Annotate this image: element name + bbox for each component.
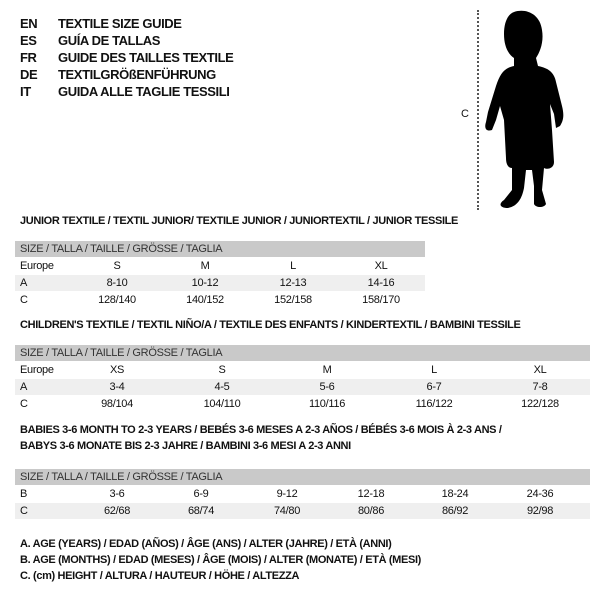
legend-line: C. (cm) HEIGHT / ALTURA / HAUTEUR / HÖHE…: [20, 570, 300, 582]
table-cell: 92/98: [526, 505, 554, 517]
table-cell: L: [431, 364, 437, 376]
table-cell: 12-18: [357, 488, 385, 500]
junior-size-table: SIZE / TALLA / TAILLE / GRÖSSE / TAGLIA E…: [15, 241, 425, 308]
size-header-row: SIZE / TALLA / TAILLE / GRÖSSE / TAGLIA: [15, 345, 590, 361]
size-header-row: SIZE / TALLA / TAILLE / GRÖSSE / TAGLIA: [15, 241, 425, 257]
table-row: C 98/104 104/110 110/116 116/122 122/128: [15, 396, 590, 412]
table-cell: 62/68: [103, 505, 131, 517]
table-cell: XL: [533, 364, 547, 376]
header-line: EN TEXTILE SIZE GUIDE: [20, 15, 182, 32]
table-cell: 7-8: [532, 381, 548, 393]
table-cell: S: [218, 364, 226, 376]
table-cell: 6-7: [426, 381, 442, 393]
table-cell: 9-12: [276, 488, 298, 500]
row-label: Europe: [20, 260, 54, 272]
table-cell: 104/110: [203, 398, 241, 410]
table-cell: 116/122: [415, 398, 453, 410]
children-size-table: SIZE / TALLA / TAILLE / GRÖSSE / TAGLIA E…: [15, 345, 590, 412]
header-title: TEXTILE SIZE GUIDE: [58, 16, 182, 31]
table-cell: XS: [109, 364, 125, 376]
row-label: C: [20, 505, 28, 517]
table-row: B 3-6 6-9 9-12 12-18 18-24 24-36: [15, 486, 590, 502]
table-cell: 5-6: [319, 381, 335, 393]
language-code: FR: [20, 50, 37, 65]
table-cell: 122/128: [521, 398, 559, 410]
table-row: A 8-10 10-12 12-13 14-16: [15, 275, 425, 291]
header-line: IT GUIDA ALLE TAGLIE TESSILI: [20, 83, 230, 100]
table-cell: 98/104: [101, 398, 133, 410]
table-cell: 12-13: [279, 277, 307, 289]
row-label: A: [20, 381, 28, 393]
babies-section-title: BABYS 3-6 MONATE BIS 2-3 JAHRE / BAMBINI…: [20, 440, 351, 452]
table-cell: 4-5: [214, 381, 230, 393]
table-cell: L: [290, 260, 296, 272]
table-cell: 74/80: [273, 505, 301, 517]
legend-line: A. AGE (YEARS) / EDAD (AÑOS) / ÂGE (ANS)…: [20, 538, 392, 550]
row-label: Europe: [20, 364, 54, 376]
table-cell: 140/152: [186, 294, 224, 306]
table-cell: 80/86: [357, 505, 385, 517]
child-silhouette-icon: [485, 10, 564, 208]
table-cell: 68/74: [187, 505, 215, 517]
header-line: FR GUIDE DES TAILLES TEXTILE: [20, 49, 234, 66]
header-title: TEXTILGRÖßENFÜHRUNG: [58, 67, 216, 82]
babies-section-title: BABIES 3-6 MONTH TO 2-3 YEARS / BEBÉS 3-…: [20, 424, 502, 436]
header-title: GUÍA DE TALLAS: [58, 33, 161, 48]
table-cell: XL: [374, 260, 388, 272]
header-line: ES GUÍA DE TALLAS: [20, 32, 160, 49]
table-row: Europe XS S M L XL: [15, 362, 590, 378]
table-row: Europe S M L XL: [15, 258, 425, 274]
row-label: A: [20, 277, 28, 289]
height-label: C: [461, 108, 469, 120]
babies-size-table: SIZE / TALLA / TAILLE / GRÖSSE / TAGLIA B…: [15, 469, 590, 519]
size-header-row: SIZE / TALLA / TAILLE / GRÖSSE / TAGLIA: [15, 469, 590, 485]
children-section-title: CHILDREN'S TEXTILE / TEXTIL NIÑO/A / TEX…: [20, 319, 521, 331]
table-cell: 14-16: [367, 277, 395, 289]
table-cell: 8-10: [106, 277, 128, 289]
table-cell: 10-12: [191, 277, 219, 289]
language-code: ES: [20, 33, 37, 48]
table-row: C 62/68 68/74 74/80 80/86 86/92 92/98: [15, 503, 590, 519]
table-cell: 110/116: [308, 398, 346, 410]
language-code: EN: [20, 16, 38, 31]
row-label: B: [20, 488, 28, 500]
table-cell: 24-36: [526, 488, 554, 500]
table-cell: 158/170: [362, 294, 400, 306]
table-row: A 3-4 4-5 5-6 6-7 7-8: [15, 379, 590, 395]
height-dotted-line: [477, 10, 479, 210]
table-cell: 3-4: [109, 381, 125, 393]
header-title: GUIDE DES TAILLES TEXTILE: [58, 50, 234, 65]
language-code: DE: [20, 67, 38, 82]
table-cell: 6-9: [193, 488, 209, 500]
table-row: C 128/140 140/152 152/158 158/170: [15, 292, 425, 308]
row-label: C: [20, 294, 28, 306]
table-cell: M: [322, 364, 332, 376]
junior-section-title: JUNIOR TEXTILE / TEXTIL JUNIOR/ TEXTILE …: [20, 215, 459, 227]
table-cell: 128/140: [98, 294, 136, 306]
table-cell: 86/92: [441, 505, 469, 517]
header-line: DE TEXTILGRÖßENFÜHRUNG: [20, 66, 216, 83]
table-cell: 18-24: [441, 488, 469, 500]
row-label: C: [20, 398, 28, 410]
header-title: GUIDA ALLE TAGLIE TESSILI: [58, 84, 230, 99]
legend-line: B. AGE (MONTHS) / EDAD (MESES) / ÂGE (MO…: [20, 554, 421, 566]
table-cell: 3-6: [109, 488, 125, 500]
table-cell: 152/158: [274, 294, 312, 306]
table-cell: S: [113, 260, 121, 272]
language-code: IT: [20, 84, 31, 99]
table-cell: M: [200, 260, 210, 272]
